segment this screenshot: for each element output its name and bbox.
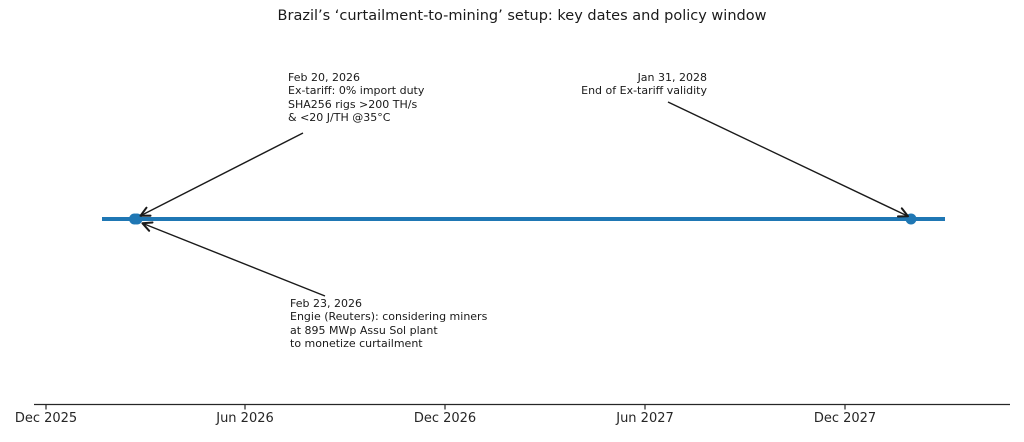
chart-title: Brazil’s ‘curtailment-to-mining’ setup: … [277,8,767,24]
timeline-series [102,213,945,225]
annotation-arrow [139,132,304,217]
event-annotation: Feb 20, 2026 Ex-tariff: 0% import duty S… [288,71,425,125]
event-annotation: Feb 23, 2026 Engie (Reuters): considerin… [290,297,488,351]
x-axis-tick-label: Jun 2026 [216,411,274,426]
x-axis-tick-label: Dec 2026 [413,411,477,426]
annotation-arrow [667,101,910,218]
annotation-arrow [141,221,326,297]
annotation-arrows [139,101,910,297]
event-annotation: Jan 31, 2028 End of Ex-tariff validity [581,71,707,98]
x-axis [34,403,1010,410]
x-axis-tick-label: Dec 2027 [813,411,877,426]
x-axis-tick-label: Dec 2025 [14,411,78,426]
x-axis-tick-label: Jun 2027 [616,411,674,426]
